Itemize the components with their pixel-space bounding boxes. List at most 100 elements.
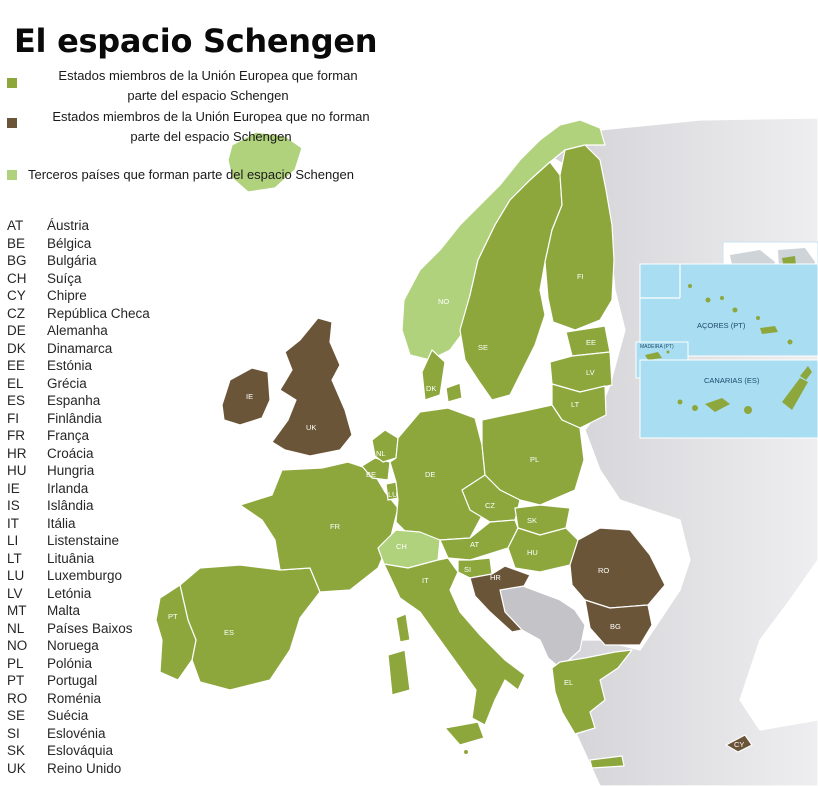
- country-list-item: IE Irlanda: [7, 480, 150, 498]
- country-code: BG: [7, 253, 27, 268]
- country-list-item: DK Dinamarca: [7, 340, 150, 358]
- country-list-item: NL Países Baixos: [7, 620, 150, 638]
- sardinia: [387, 649, 411, 696]
- country-name: Chipre: [47, 288, 87, 303]
- corsica: [395, 613, 411, 643]
- map-label-DK: DK: [426, 384, 436, 393]
- legend-eu-non-schengen-line1: Estados miembros de la Unión Europea que…: [52, 109, 370, 124]
- country-code: SK: [7, 743, 26, 758]
- country-name: Finlândia: [47, 410, 102, 426]
- legend-eu-schengen-line1: Estados miembros de la Unión Europea que…: [58, 68, 358, 83]
- map-label-EL: EL: [564, 678, 573, 687]
- map-label-PT: PT: [168, 612, 178, 621]
- country-code: HU: [7, 463, 27, 478]
- country-list-item: CY Chipre: [7, 287, 150, 305]
- country-code: EE: [7, 358, 26, 373]
- country-code: NL: [7, 620, 25, 636]
- country-name: Islândia: [47, 498, 94, 513]
- country-name: Luxemburgo: [47, 568, 123, 583]
- inset-canarias-label: CANARIAS (ES): [704, 376, 760, 385]
- country-code: LU: [7, 568, 25, 583]
- map-label-BE: BE: [366, 470, 376, 479]
- country-CY: [725, 734, 753, 753]
- country-code: IE: [7, 480, 20, 496]
- country-code: MT: [7, 603, 27, 618]
- country-list-item: SK Eslováquia: [7, 742, 150, 760]
- country-list-item: HU Hungria: [7, 462, 150, 480]
- country-list-item: RO Roménia: [7, 690, 150, 708]
- country-code: UK: [7, 760, 26, 776]
- country-list-item: CZ República Checa: [7, 305, 150, 323]
- country-code: PL: [7, 655, 24, 671]
- country-code: LI: [7, 533, 19, 548]
- country-name: Irlanda: [47, 480, 89, 496]
- country-list-item: NO Noruega: [7, 637, 150, 655]
- country-name: Bélgica: [47, 235, 92, 251]
- country-name: Roménia: [47, 690, 102, 706]
- country-code: EL: [7, 375, 24, 391]
- country-list-item: HR Croácia: [7, 445, 150, 463]
- country-name: Reino Unido: [47, 760, 122, 776]
- country-BG: [584, 599, 653, 646]
- country-list-item: BE Bélgica: [7, 235, 150, 253]
- country-code: CH: [7, 270, 27, 286]
- map-label-LV: LV: [586, 368, 595, 377]
- country-code: IT: [7, 515, 19, 531]
- country-list-item: LU Luxemburgo: [7, 567, 150, 585]
- map-label-UK: UK: [306, 423, 316, 432]
- map-label-IT: IT: [422, 576, 429, 585]
- country-name: França: [47, 428, 90, 443]
- country-name: Alemanha: [47, 323, 108, 338]
- country-name: Eslováquia: [47, 743, 114, 758]
- country-code: LT: [7, 550, 22, 566]
- legend-eu-non-schengen-line2: parte del espacio Schengen: [130, 129, 292, 144]
- country-code: CY: [7, 288, 26, 303]
- legend-item-third-schengen: Terceros países que forman parte del esp…: [28, 165, 354, 185]
- country-list-item: FR França: [7, 427, 150, 445]
- country-list-item: PT Portugal: [7, 672, 150, 690]
- inset-azores-label: AÇORES (PT): [697, 321, 746, 330]
- map-label-LT: LT: [571, 400, 580, 409]
- inset-canarias: CANARIAS (ES): [639, 359, 818, 439]
- inset-azores: AÇORES (PT): [639, 263, 818, 357]
- country-name: Estónia: [47, 358, 93, 373]
- country-list-item: SE Suécia: [7, 707, 150, 725]
- country-code: FR: [7, 428, 25, 443]
- country-FI: [544, 144, 615, 331]
- page-title: El espacio Schengen: [14, 22, 378, 60]
- country-list-item: ES Espanha: [7, 392, 150, 410]
- country-PT: [155, 584, 197, 681]
- map-label-EE: EE: [586, 338, 596, 347]
- country-list-item: IS Islândia: [7, 497, 150, 515]
- legend-swatch-eu-schengen: [7, 78, 17, 88]
- country-EL: [551, 649, 633, 735]
- country-ES: [179, 564, 321, 691]
- country-list-item: MT Malta: [7, 602, 150, 620]
- country-code: BE: [7, 235, 26, 251]
- country-list-item: LT Lituânia: [7, 550, 150, 568]
- country-IS: [227, 131, 303, 193]
- map-label-HU: HU: [527, 548, 538, 557]
- country-code: AT: [7, 218, 24, 233]
- country-code: DK: [7, 340, 26, 356]
- sicily: [444, 721, 485, 746]
- country-name: Lituânia: [47, 550, 95, 566]
- country-code: PT: [7, 673, 25, 688]
- country-code: RO: [7, 690, 28, 706]
- country-name: Áustria: [47, 218, 90, 233]
- map-label-PL: PL: [530, 455, 539, 464]
- legend-swatch-eu-non-schengen: [7, 118, 17, 128]
- country-name: Noruega: [47, 638, 99, 653]
- country-list-item: BG Bulgária: [7, 252, 150, 270]
- country-list-item: LI Listenstaine: [7, 532, 150, 550]
- country-list-item: EL Grécia: [7, 375, 150, 393]
- country-name: Eslovénia: [47, 725, 106, 741]
- map-label-FI: FI: [577, 272, 584, 281]
- country-code: ES: [7, 393, 26, 408]
- country-code: NO: [7, 638, 28, 653]
- map-label-NL: NL: [376, 449, 386, 458]
- map-label-SE: SE: [478, 343, 488, 352]
- country-code: DE: [7, 323, 26, 338]
- map-label-CZ: CZ: [485, 501, 495, 510]
